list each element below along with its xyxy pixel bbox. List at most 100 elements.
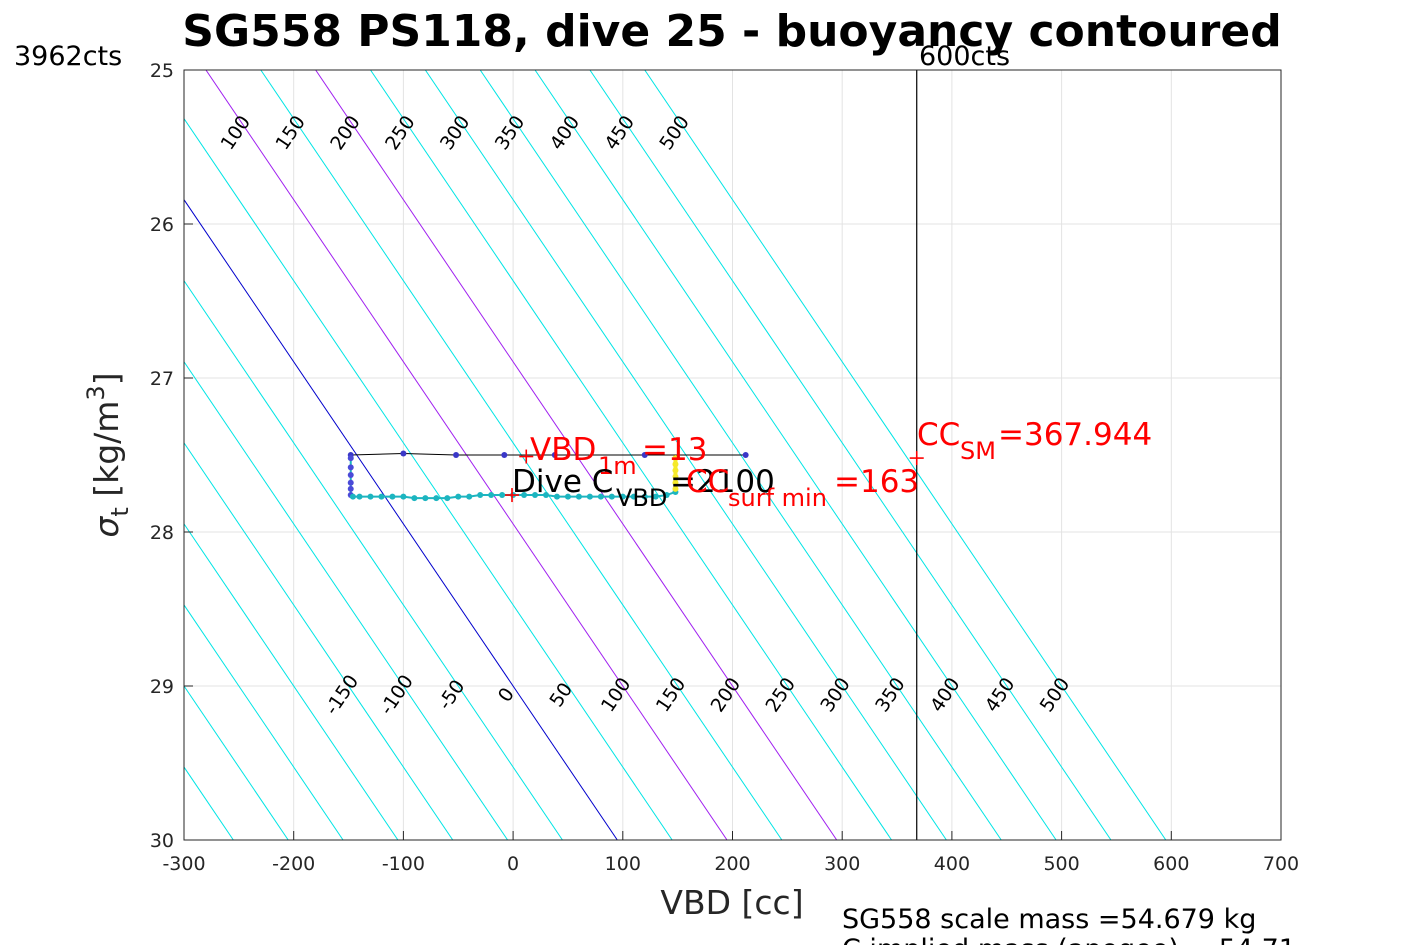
x-tick-label: 400: [934, 853, 970, 875]
descent-point: [400, 493, 407, 500]
contour-line: [184, 604, 344, 840]
contour-label: 350: [491, 112, 530, 154]
contour-line: [589, 70, 1112, 840]
implied-mass-note: C implied mass (apogee) = 54.71: [842, 934, 1296, 945]
y-tick-label: 29: [150, 676, 174, 698]
contour-label: -50: [434, 676, 470, 714]
descent-point: [488, 492, 495, 499]
apogee-point: [672, 467, 679, 474]
contour-label: 200: [326, 112, 365, 154]
contour-line: [644, 70, 1167, 840]
apogee-point: [672, 461, 679, 468]
scale-mass-note: SG558 scale mass =54.679 kg: [842, 904, 1256, 935]
contour-line: [184, 441, 454, 840]
left-counts-label: 3962cts: [14, 41, 122, 72]
y-tick-label: 28: [150, 522, 174, 544]
contour-label: 150: [652, 674, 691, 716]
descent-point: [630, 493, 637, 500]
descent-point: [356, 493, 363, 500]
surface-point: [641, 452, 648, 458]
descent-point: [433, 495, 440, 502]
contour-label: 150: [271, 112, 310, 154]
x-ticks: -300 -200 -100 0 100 200 300 400 500 600 700: [162, 831, 1299, 875]
contour-line: [184, 117, 673, 840]
dive-series: [347, 70, 924, 840]
x-tick-label: -100: [382, 853, 425, 875]
descent-point: [652, 493, 659, 500]
contour-label: 50: [545, 679, 577, 711]
contour-label: 200: [707, 674, 746, 716]
contour-line: [184, 360, 509, 840]
surface-point: [501, 452, 508, 458]
surface-point: [400, 450, 407, 457]
contour-label: 450: [600, 112, 639, 154]
x-axis-label: VBD [cc]: [660, 883, 803, 922]
descent-point: [619, 493, 626, 500]
descent-point: [422, 495, 429, 502]
descent-point: [663, 492, 670, 499]
x-tick-label: -200: [272, 853, 315, 875]
contour-label: 300: [816, 674, 855, 716]
x-tick-label: 600: [1153, 853, 1189, 875]
descent-point: [349, 493, 356, 500]
surface-point: [742, 452, 749, 458]
descent-point: [347, 485, 354, 492]
x-tick-label: 200: [714, 853, 750, 875]
x-tick-label: 0: [507, 853, 519, 875]
x-tick-label: 500: [1043, 853, 1079, 875]
descent-point: [411, 495, 418, 502]
contour-line: [184, 685, 289, 840]
contour-label: 450: [981, 674, 1020, 716]
descent-point: [367, 493, 374, 500]
surface-point: [453, 452, 460, 458]
contour-label: -100: [376, 671, 418, 719]
descent-point: [521, 492, 528, 499]
descent-point: [641, 493, 648, 500]
apogee-point: [672, 473, 679, 480]
y-tick-label: 27: [150, 368, 174, 390]
contour-label: 500: [1036, 674, 1075, 716]
y-tick-label: 30: [150, 830, 174, 852]
contour-line: [534, 70, 1057, 840]
cc-sm-annotation: CCSM=367.944: [917, 417, 1152, 465]
descent-point: [347, 464, 354, 471]
contour-label: 0: [494, 684, 519, 706]
y-tick-label: 25: [150, 60, 174, 82]
surface-point: [551, 452, 558, 458]
contour-label: 250: [761, 674, 800, 716]
descent-point: [608, 493, 615, 500]
dive-c-vbd-annotation: Dive C VBD=2100: [512, 464, 775, 512]
descent-point: [597, 493, 604, 500]
descent-point: [389, 493, 396, 500]
contour-line: [184, 279, 563, 840]
descent-point: [532, 492, 539, 499]
descent-point: [586, 493, 593, 500]
chart-title: SG558 PS118, dive 25 - buoyancy contoure…: [182, 6, 1281, 57]
y-tick-label: 26: [150, 214, 174, 236]
x-tick-label: -300: [162, 853, 205, 875]
x-tick-label: 300: [824, 853, 860, 875]
descent-point: [477, 492, 484, 499]
contour-label: 100: [597, 674, 636, 716]
contour-label: 500: [655, 112, 694, 154]
descent-point: [575, 493, 582, 500]
contour-label: 250: [381, 112, 420, 154]
apogee-point: [672, 485, 679, 492]
x-tick-label: 700: [1263, 853, 1299, 875]
right-counts-label: 600cts: [919, 41, 1010, 72]
descent-point: [347, 455, 354, 462]
contour-label: -150: [321, 671, 363, 719]
x-tick-label: 100: [605, 853, 641, 875]
descent-point: [466, 493, 473, 500]
descent-point: [378, 493, 385, 500]
descent-point: [347, 479, 354, 486]
contour-label: 400: [926, 674, 965, 716]
contour-label: 350: [871, 674, 910, 716]
annotations: VBD1m =13 Dive C VBD=2100 CCsurf min =163 C…: [512, 417, 1296, 945]
y-ticks: 25 26 27 28 29 30: [150, 60, 193, 852]
contour-label: 100: [217, 112, 256, 154]
apogee-point: [672, 455, 679, 462]
descent-point: [564, 493, 571, 500]
y-axis-label: σt [kg/m3]: [82, 372, 134, 537]
